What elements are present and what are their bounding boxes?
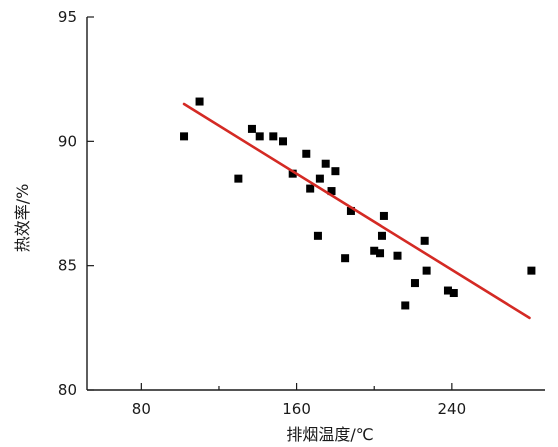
trendline xyxy=(182,102,531,320)
data-point xyxy=(269,132,278,141)
data-point xyxy=(247,124,256,133)
y-axis-ticks: 80 85 90 95 xyxy=(58,8,94,399)
y-tick-label: 90 xyxy=(58,132,77,150)
data-point xyxy=(234,174,243,183)
data-point xyxy=(315,174,324,183)
data-point xyxy=(393,251,402,260)
data-point xyxy=(331,167,340,176)
data-point xyxy=(346,206,355,215)
data-point xyxy=(327,187,336,196)
data-point xyxy=(195,97,204,106)
data-point xyxy=(420,236,429,245)
data-point xyxy=(321,159,330,168)
data-point xyxy=(279,137,288,146)
x-tick-label: 160 xyxy=(282,400,311,418)
x-axis-ticks: 80 160 240 xyxy=(132,383,466,418)
x-tick-label: 80 xyxy=(132,400,151,418)
data-point xyxy=(449,289,458,298)
axes xyxy=(86,17,545,391)
trendline-group xyxy=(182,102,531,320)
x-axis-title: 排烟温度/℃ xyxy=(286,425,373,444)
data-point xyxy=(527,266,536,275)
data-point xyxy=(401,301,410,310)
data-point xyxy=(302,149,311,158)
data-point xyxy=(379,211,388,220)
y-axis-title: 热效率/% xyxy=(13,184,32,253)
data-point xyxy=(370,246,379,255)
data-point xyxy=(376,249,385,258)
data-point xyxy=(341,254,350,263)
y-tick-label: 95 xyxy=(58,8,77,26)
x-tick-label: 240 xyxy=(438,400,467,418)
data-point xyxy=(288,169,297,178)
data-point xyxy=(180,132,189,141)
data-point xyxy=(313,231,322,240)
data-point xyxy=(443,286,452,295)
data-points xyxy=(180,97,536,310)
data-point xyxy=(410,279,419,288)
data-point xyxy=(422,266,431,275)
data-point xyxy=(377,231,386,240)
data-point xyxy=(255,132,264,141)
data-point xyxy=(306,184,315,193)
y-tick-label: 80 xyxy=(58,381,77,399)
y-tick-label: 85 xyxy=(58,257,77,275)
